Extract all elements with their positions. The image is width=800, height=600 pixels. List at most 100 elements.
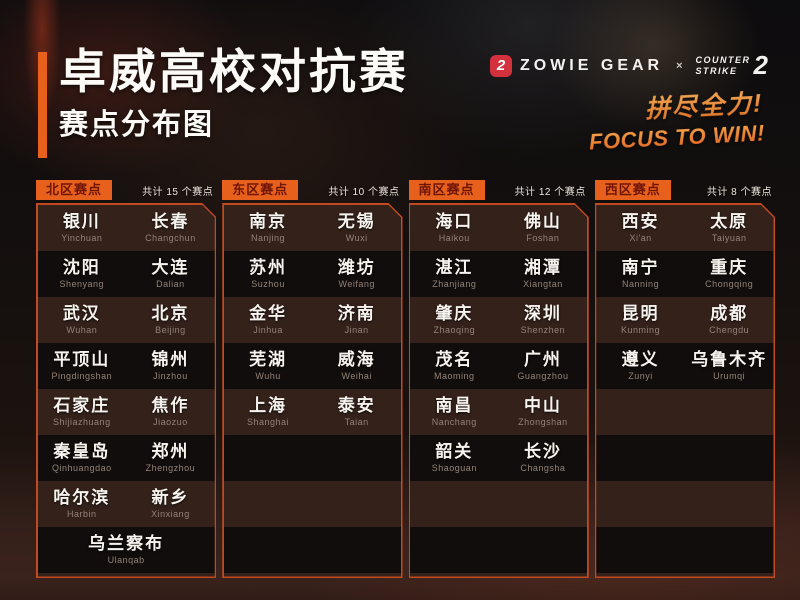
city-name-cn: 茂名	[435, 350, 474, 370]
city-name-en: Guangzhou	[517, 370, 569, 381]
city-cell: 深圳 Shenzhen	[499, 304, 588, 335]
region-column: 北区赛点 共计 15 个赛点 银川 Yinchuan 长春 Changchun 沈阳 Sh…	[36, 178, 216, 578]
city-name-cn: 乌兰察布	[88, 534, 165, 554]
city-name-en: Yinchuan	[61, 232, 103, 243]
city-name-en: Xi'an	[629, 232, 652, 243]
region-header: 北区赛点 共计 15 个赛点	[36, 178, 216, 200]
city-name-en: Suzhou	[251, 278, 285, 289]
city-cell: 佛山 Foshan	[499, 212, 588, 243]
city-name-cn: 湛江	[435, 258, 474, 278]
city-name-en: Chongqing	[705, 278, 754, 289]
city-cell: 潍坊 Weifang	[312, 258, 401, 289]
city-row: 南宁 Nanning 重庆 Chongqing	[596, 251, 773, 297]
city-name-en: Wuhan	[66, 324, 98, 335]
city-name-en: Changsha	[520, 462, 566, 473]
city-name-cn: 重庆	[710, 258, 749, 278]
zowie-icon: 2	[489, 54, 512, 77]
city-name-cn: 沈阳	[62, 258, 101, 278]
city-name-cn: 海口	[435, 212, 474, 232]
city-name-en: Zhengzhou	[145, 462, 196, 473]
city-name-cn: 无锡	[337, 212, 376, 232]
city-name-cn: 昆明	[621, 304, 660, 324]
city-cell: 湘潭 Xiangtan	[499, 258, 588, 289]
city-name-cn: 平顶山	[53, 350, 111, 370]
city-cell: 无锡 Wuxi	[312, 212, 401, 243]
region-panel: 银川 Yinchuan 长春 Changchun 沈阳 Shenyang 大连 Dalian 武…	[36, 203, 216, 578]
city-name-cn: 太原	[710, 212, 749, 232]
city-cell: 广州 Guangzhou	[499, 350, 588, 381]
city-cell: 郑州 Zhengzhou	[126, 442, 215, 473]
city-name-en: Urumqi	[713, 370, 746, 381]
city-name-en: Zunyi	[628, 370, 653, 381]
city-cell: 哈尔滨 Harbin	[38, 488, 127, 519]
city-cell: 长春 Changchun	[126, 212, 215, 243]
city-name-cn: 乌鲁木齐	[691, 350, 768, 370]
cs2-word-strike: STRIKE	[695, 65, 738, 76]
city-row: 遵义 Zunyi 乌鲁木齐 Urumqi	[596, 343, 773, 389]
region-column: 东区赛点 共计 10 个赛点 南京 Nanjing 无锡 Wuxi 苏州 Suzhou 潍坊…	[222, 178, 402, 578]
city-name-cn: 北京	[151, 304, 190, 324]
city-cell: 平顶山 Pingdingshan	[38, 350, 127, 381]
city-row: 苏州 Suzhou 潍坊 Weifang	[224, 251, 401, 297]
city-name-en: Nanchang	[431, 416, 477, 427]
city-cell: 北京 Beijing	[126, 304, 215, 335]
city-name-cn: 新乡	[151, 488, 190, 508]
city-cell: 威海 Weihai	[312, 350, 401, 381]
region-name-badge: 南区赛点	[408, 180, 485, 200]
city-name-cn: 芜湖	[249, 350, 288, 370]
city-name-cn: 银川	[62, 212, 101, 232]
city-name-cn: 长春	[151, 212, 190, 232]
region-name-badge: 北区赛点	[36, 180, 113, 200]
city-cell: 济南 Jinan	[312, 304, 401, 335]
city-name-en: Shenyang	[59, 278, 105, 289]
region-panel: 南京 Nanjing 无锡 Wuxi 苏州 Suzhou 潍坊 Weifang 金华 Jinhua…	[222, 203, 402, 578]
city-name-cn: 长沙	[523, 442, 562, 462]
region-panel-inner: 银川 Yinchuan 长春 Changchun 沈阳 Shenyang 大连 Dalian 武…	[38, 205, 215, 577]
city-cell: 南京 Nanjing	[224, 212, 313, 243]
city-cell: 海口 Haikou	[410, 212, 499, 243]
city-name-en: Weihai	[341, 370, 372, 381]
region-panel-inner: 海口 Haikou 佛山 Foshan 湛江 Zhanjiang 湘潭 Xiangtan 肇庆 Z…	[410, 205, 587, 577]
city-name-en: Qinhuangdao	[52, 462, 112, 473]
city-name-en: Zhongshan	[518, 416, 568, 427]
city-cell: 新乡 Xinxiang	[126, 488, 215, 519]
city-cell: 重庆 Chongqing	[685, 258, 774, 289]
cs2-number: 2	[753, 50, 768, 80]
city-cell: 大连 Dalian	[126, 258, 215, 289]
slogan-block: 拼尽全力! FOCUS TO WIN!	[587, 83, 766, 155]
city-name-cn: 成都	[710, 304, 749, 324]
city-row: 肇庆 Zhaoqing 深圳 Shenzhen	[410, 297, 587, 343]
city-row: 海口 Haikou 佛山 Foshan	[410, 205, 587, 251]
city-cell: 成都 Chengdu	[685, 304, 774, 335]
city-name-cn: 佛山	[523, 212, 562, 232]
city-name-en: Dalian	[156, 278, 185, 289]
region-count-label: 共计 15 个赛点	[142, 187, 214, 198]
city-cell: 南宁 Nanning	[596, 258, 685, 289]
city-name-cn: 金华	[249, 304, 288, 324]
city-cell: 银川 Yinchuan	[38, 212, 127, 243]
city-name-en: Nanning	[622, 278, 660, 289]
city-name-en: Zhaoqing	[433, 324, 476, 335]
region-panel: 海口 Haikou 佛山 Foshan 湛江 Zhanjiang 湘潭 Xiangtan 肇庆 Z…	[409, 203, 589, 578]
city-name-cn: 遵义	[621, 350, 660, 370]
city-name-cn: 韶关	[435, 442, 474, 462]
city-cell: 西安 Xi'an	[596, 212, 685, 243]
city-name-en: Weifang	[338, 278, 375, 289]
city-row: 哈尔滨 Harbin 新乡 Xinxiang	[38, 481, 215, 527]
zowie-gear-logo: 2 ZOWIE GEAR	[489, 54, 663, 77]
city-cell: 金华 Jinhua	[224, 304, 313, 335]
region-panel-inner: 西安 Xi'an 太原 Taiyuan 南宁 Nanning 重庆 Chongqing 昆明 Ku…	[596, 205, 773, 577]
city-row: 南昌 Nanchang 中山 Zhongshan	[410, 389, 587, 435]
city-name-en: Xiangtan	[523, 278, 563, 289]
city-name-cn: 郑州	[151, 442, 190, 462]
city-name-en: Wuhu	[255, 370, 281, 381]
city-name-en: Haikou	[438, 232, 470, 243]
region-name-badge: 东区赛点	[222, 180, 299, 200]
city-name-cn: 深圳	[523, 304, 562, 324]
city-row: 金华 Jinhua 济南 Jinan	[224, 297, 401, 343]
city-cell: 遵义 Zunyi	[596, 350, 685, 381]
city-cell: 乌兰察布 Ulanqab	[38, 534, 215, 565]
city-cell: 昆明 Kunming	[596, 304, 685, 335]
city-cell: 上海 Shanghai	[224, 396, 313, 427]
